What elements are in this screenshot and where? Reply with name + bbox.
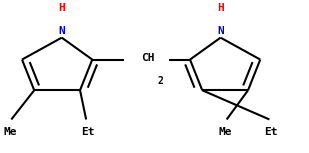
Text: CH: CH [141, 53, 154, 63]
Text: Et: Et [264, 127, 278, 137]
Text: 2: 2 [158, 76, 164, 86]
Text: H: H [217, 3, 224, 13]
Text: Et: Et [81, 127, 95, 137]
Text: N: N [58, 26, 65, 36]
Text: Me: Me [218, 127, 232, 137]
Text: Me: Me [3, 127, 17, 137]
Text: H: H [58, 3, 65, 13]
Text: N: N [217, 26, 224, 36]
